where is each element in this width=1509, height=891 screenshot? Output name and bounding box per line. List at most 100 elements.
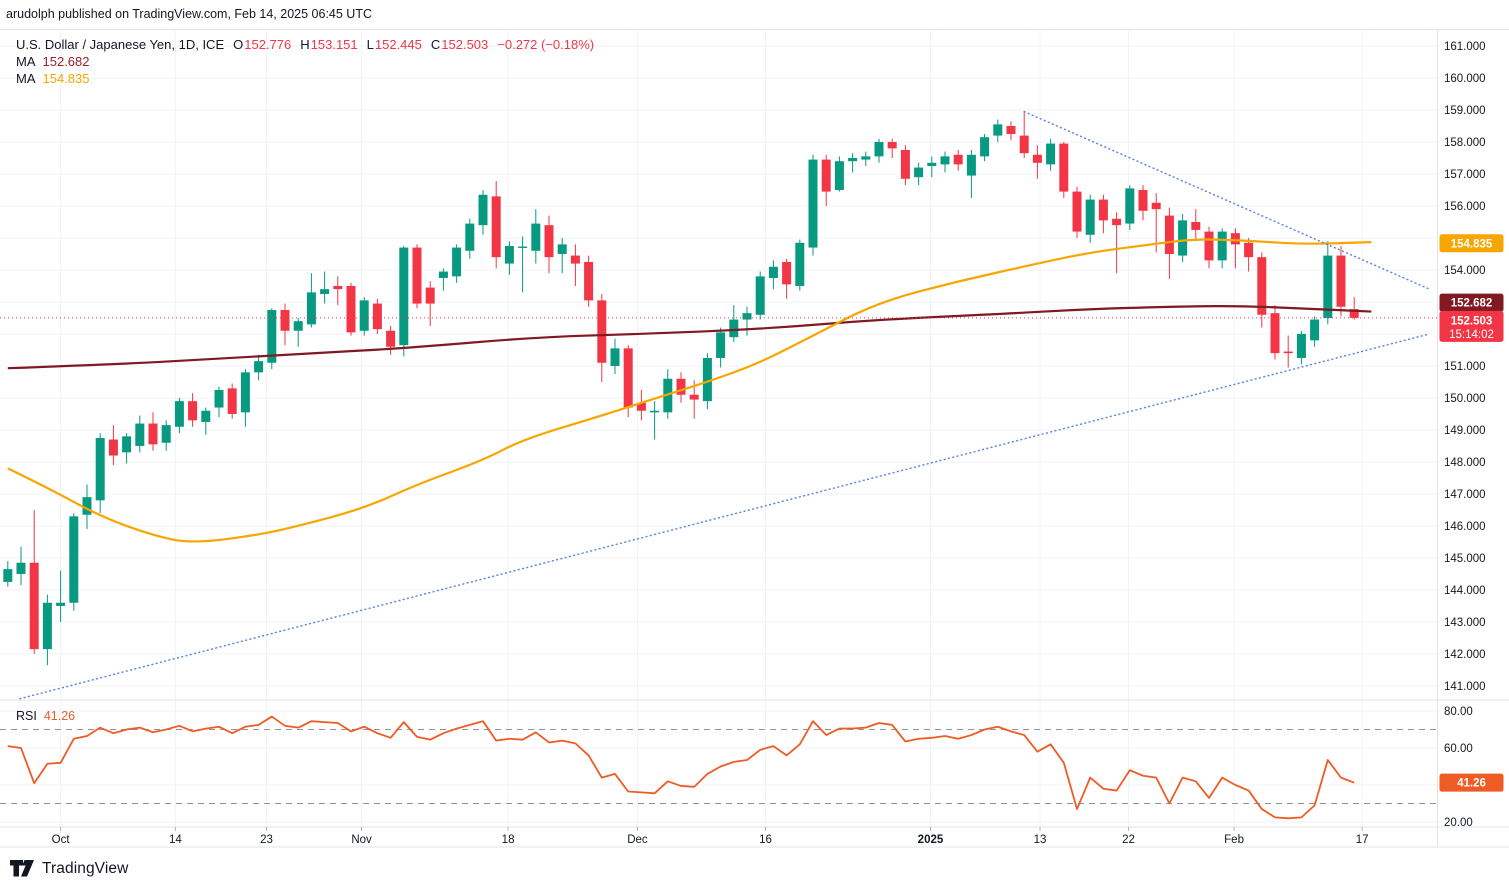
candle (1310, 316, 1320, 347)
candle (174, 397, 184, 434)
candle (1072, 186, 1082, 238)
ma1-label: MA (16, 54, 36, 69)
svg-text:152.503: 152.503 (1451, 315, 1493, 327)
candle (623, 345, 633, 418)
ma2-tag (1439, 234, 1504, 253)
svg-text:60.00: 60.00 (1444, 743, 1473, 755)
ma1-tag (1439, 293, 1504, 312)
ma2-value: 154.835 (42, 71, 90, 86)
candle (188, 393, 198, 427)
candle (346, 282, 356, 336)
candle (95, 433, 105, 514)
rsi-label: RSI (16, 709, 37, 723)
candle (280, 303, 290, 346)
candle (834, 156, 844, 192)
candle (478, 189, 488, 235)
rsi-indicator-legend[interactable]: RSI 41.26 (16, 709, 75, 723)
candle (1349, 297, 1359, 320)
candle (135, 415, 145, 453)
ma2-row[interactable]: MA 154.835 (16, 70, 594, 87)
close-value: C 152.503 (430, 37, 489, 52)
svg-text:22: 22 (1122, 834, 1135, 846)
candle (1006, 121, 1016, 141)
candle (320, 271, 330, 304)
svg-text:149.000: 149.000 (1444, 425, 1486, 437)
ma1-value: 152.682 (42, 54, 90, 69)
candle (584, 255, 594, 307)
svg-text:144.000: 144.000 (1444, 585, 1486, 597)
candle (716, 327, 726, 368)
svg-text:20.00: 20.00 (1444, 817, 1473, 829)
candle (69, 513, 79, 611)
candle (359, 297, 369, 336)
svg-text:156.000: 156.000 (1444, 201, 1486, 213)
svg-text:Nov: Nov (351, 834, 372, 846)
candle (729, 305, 739, 342)
time-axis[interactable]: Oct 14 23 Nov 18 Dec 16 2025 13 22 Feb 17 (52, 827, 1369, 846)
candle (980, 133, 990, 162)
candle (861, 151, 871, 166)
candle (386, 325, 396, 355)
svg-text:13: 13 (1034, 834, 1047, 846)
candle (108, 425, 118, 466)
candle (1323, 241, 1333, 325)
symbol-legend: U.S. Dollar / Japanese Yen, 1D, ICE O 152… (16, 36, 594, 87)
low-value: L 152.445 (366, 37, 422, 52)
candle (953, 149, 963, 171)
candle (82, 484, 92, 530)
ma1-row[interactable]: MA 152.682 (16, 53, 594, 70)
candle (676, 372, 686, 403)
candle (240, 369, 250, 427)
axis-tags: 154.835 152.682 152.503 15:14:02 41.26 (1439, 234, 1504, 792)
candle (227, 383, 237, 419)
svg-text:15:14:02: 15:14:02 (1449, 329, 1494, 341)
high-value: H 153.151 (300, 37, 358, 52)
tradingview-logo-icon (10, 860, 34, 877)
rsi-line (7, 715, 1355, 820)
change-value: −0.272 (−0.18%) (497, 37, 595, 52)
candle (900, 145, 910, 186)
candle (1230, 228, 1240, 269)
candle (306, 273, 316, 328)
candle (570, 244, 580, 286)
rsi-layer (0, 715, 1437, 820)
svg-text:16: 16 (759, 834, 772, 846)
candle (755, 271, 765, 320)
svg-text:Dec: Dec (627, 834, 648, 846)
candle (795, 239, 805, 291)
svg-text:158.000: 158.000 (1444, 137, 1486, 149)
open-value: O 152.776 (233, 37, 292, 52)
svg-text:152.682: 152.682 (1451, 298, 1493, 310)
candle (333, 276, 343, 306)
candle (122, 433, 132, 464)
svg-text:17: 17 (1356, 834, 1369, 846)
price-axis[interactable]: 161.000 160.000 159.000 158.000 157.000 156.0… (1444, 41, 1486, 829)
symbol-row[interactable]: U.S. Dollar / Japanese Yen, 1D, ICE O 152… (16, 36, 594, 53)
symbol-title[interactable]: U.S. Dollar / Japanese Yen, 1D, ICE (16, 37, 225, 52)
candle (438, 268, 448, 291)
ma2-label: MA (16, 71, 36, 86)
svg-text:151.000: 151.000 (1444, 361, 1486, 373)
candle (1059, 141, 1069, 198)
candle (161, 420, 171, 451)
candle (293, 317, 303, 347)
candle (1296, 330, 1306, 365)
candle (927, 156, 937, 178)
candle (887, 138, 897, 158)
trendlines-layer (19, 110, 1431, 700)
candle (1112, 212, 1122, 274)
svg-text:23: 23 (260, 834, 273, 846)
candle (201, 407, 211, 435)
candle (1164, 207, 1174, 279)
candle (874, 138, 884, 163)
candle (452, 244, 462, 283)
svg-text:Feb: Feb (1224, 834, 1244, 846)
candles-layer (3, 111, 1359, 666)
candle (1046, 138, 1056, 171)
candle (914, 162, 924, 186)
tradingview-logo[interactable]: TradingView (10, 858, 128, 879)
candle (3, 561, 13, 587)
candle (29, 509, 39, 654)
ma1-line (7, 305, 1372, 370)
